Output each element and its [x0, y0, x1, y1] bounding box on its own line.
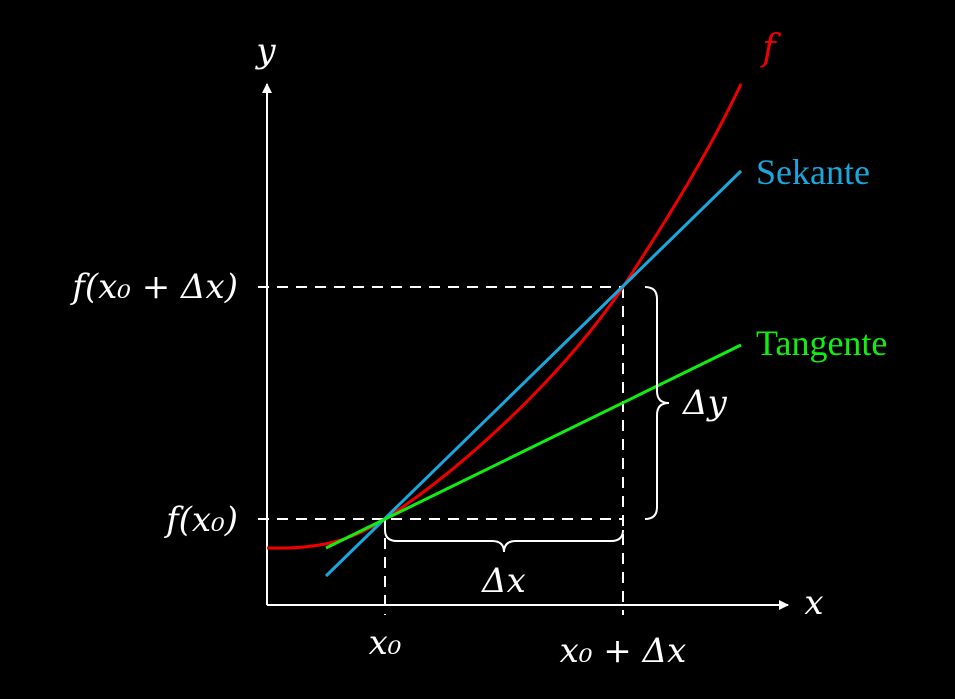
- dx-label: Δx: [480, 561, 526, 601]
- y-axis-label: y: [254, 31, 276, 71]
- tick-label-fx0-plus-dx: f(x₀ + Δx): [69, 267, 238, 307]
- dx-brace: [384, 529, 624, 553]
- dy-label: Δy: [681, 383, 728, 423]
- dy-brace: [644, 286, 670, 520]
- secant-line: [324, 169, 743, 578]
- x-axis-label: x: [804, 583, 823, 623]
- tick-label-fx0: f(x₀): [163, 500, 238, 540]
- function-curve: [266, 83, 743, 550]
- tick-label-x0-plus-dx: x₀ + Δx: [560, 631, 687, 671]
- secant-label: Sekante: [756, 152, 870, 192]
- tangent-label: Tangente: [756, 323, 887, 363]
- function-label: f: [759, 28, 781, 69]
- tick-label-x0: x₀: [369, 623, 402, 663]
- tangent-line: [325, 343, 742, 550]
